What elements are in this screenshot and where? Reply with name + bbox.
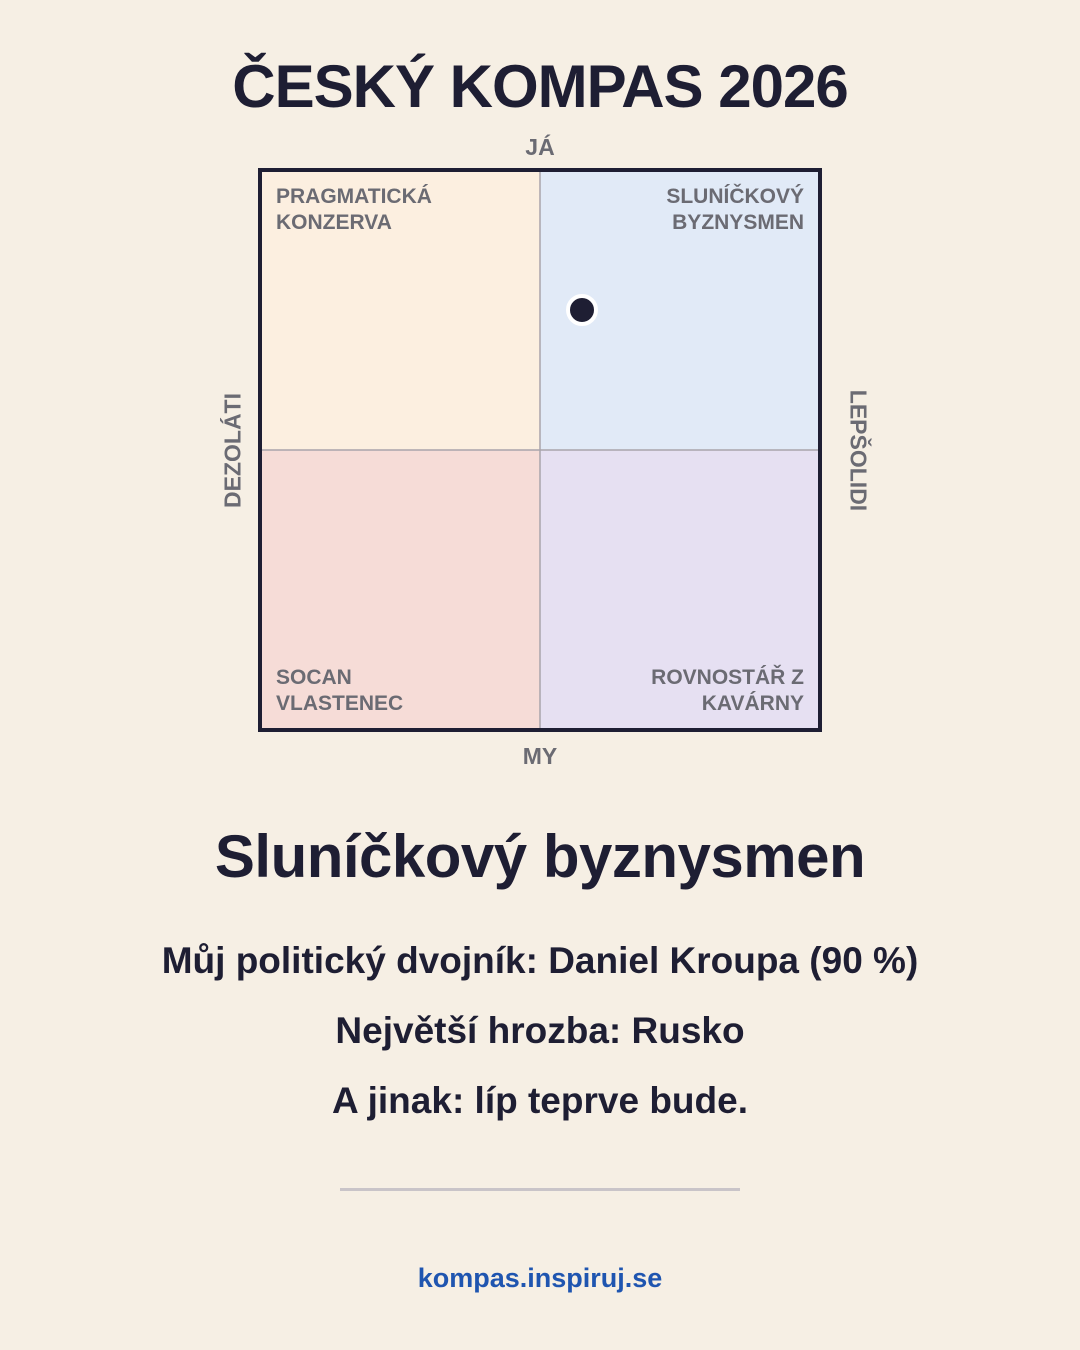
compass-frame [258, 168, 822, 732]
quadrant-label: SOCAN VLASTENEC [276, 666, 404, 715]
quadrant-label: SLUNÍČKOVÝ BYZNYSMEN [666, 185, 804, 234]
compass [258, 168, 822, 732]
result-line: A jinak: líp teprve bude. [332, 1080, 748, 1121]
axis-label-top: JÁ [525, 134, 555, 160]
axis-label-bottom: MY [522, 743, 558, 769]
result-line: Největší hrozba: Rusko [335, 1010, 745, 1051]
title: ČESKÝ KOMPAS 2026 [232, 53, 848, 120]
quadrant-label: PRAGMATICKÁ KONZERVA [276, 185, 432, 234]
divider [340, 1188, 740, 1191]
result-name: Sluníčkový byznysmen [214, 823, 866, 890]
quadrant [260, 170, 540, 450]
quadrant [260, 450, 540, 730]
axis-label-right: LEPŠOLIDI [845, 389, 872, 512]
quadrant [540, 450, 820, 730]
result-line: Můj politický dvojník: Daniel Kroupa (90… [161, 940, 919, 981]
axis-label-left: DEZOLÁTI [219, 393, 246, 508]
position-dot [566, 294, 598, 326]
quadrant-label: ROVNOSTÁŘ Z KAVÁRNY [651, 666, 804, 715]
footer-link[interactable]: kompas.inspiruj.se [417, 1263, 663, 1293]
